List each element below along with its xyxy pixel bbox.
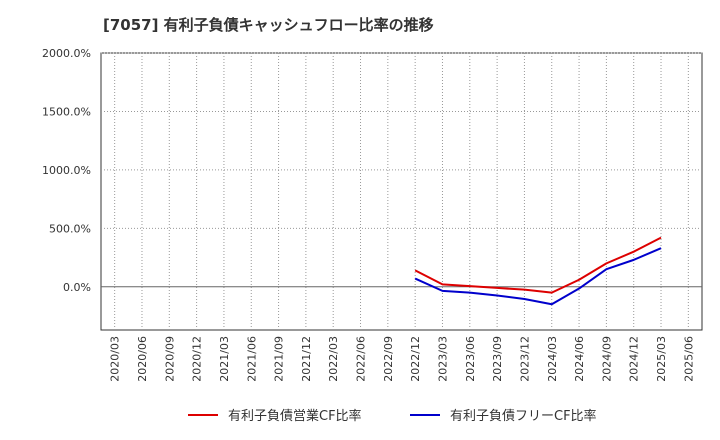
legend-label: 有利子負債営業CF比率 [228, 408, 362, 424]
x-tick-label: 2020/03 [109, 336, 122, 382]
x-tick-label: 2025/06 [682, 336, 695, 382]
y-tick-label: 2000.0% [42, 47, 91, 60]
x-tick-label: 2022/09 [382, 336, 395, 382]
x-axis-ticks: 2020/03 2020/06 2020/09 2020/12 2021/03 2021/… [109, 336, 696, 382]
plot-area [100, 52, 703, 331]
x-tick-label: 2024/12 [628, 336, 641, 382]
x-tick-label: 2022/03 [327, 336, 340, 382]
x-tick-label: 2023/12 [518, 336, 531, 382]
x-tick-label: 2024/09 [600, 336, 613, 382]
x-tick-label: 2021/03 [218, 336, 231, 382]
x-tick-label: 2022/06 [355, 336, 368, 382]
x-tick-label: 2024/06 [573, 336, 586, 382]
x-tick-label: 2020/09 [163, 336, 176, 382]
grid-lines [101, 52, 702, 330]
x-tick-label: 2023/06 [464, 336, 477, 382]
y-tick-label: 500.0% [49, 222, 91, 235]
x-tick-label: 2024/03 [546, 336, 559, 382]
x-tick-label: 2023/03 [436, 336, 449, 382]
x-tick-label: 2022/12 [409, 336, 422, 382]
legend-label: 有利子負債フリーCF比率 [450, 408, 597, 424]
x-tick-label: 2021/09 [273, 336, 286, 382]
x-tick-label: 2020/12 [191, 336, 204, 382]
series-line-2 [414, 247, 662, 306]
y-tick-label: 0.0% [63, 281, 91, 294]
y-tick-label: 1500.0% [42, 105, 91, 118]
x-tick-label: 2021/06 [245, 336, 258, 382]
chart-title: [7057] 有利子負債キャッシュフロー比率の推移 [103, 16, 434, 34]
x-tick-label: 2021/12 [300, 336, 313, 382]
y-axis-ticks: 0.0% 500.0% 1000.0% 1500.0% 2000.0% [42, 47, 91, 294]
x-tick-label: 2020/06 [136, 336, 149, 382]
x-tick-label: 2025/03 [655, 336, 668, 382]
legend: 有利子負債営業CF比率 有利子負債フリーCF比率 [188, 408, 597, 424]
x-tick-label: 2023/09 [491, 336, 504, 382]
legend-item-2: 有利子負債フリーCF比率 [410, 408, 597, 424]
legend-item-1: 有利子負債営業CF比率 [188, 408, 362, 424]
series-line-1 [414, 236, 662, 294]
series-lines [414, 236, 662, 306]
y-tick-label: 1000.0% [42, 164, 91, 177]
